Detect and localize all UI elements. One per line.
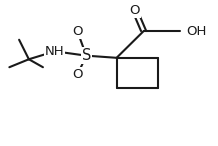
- Text: O: O: [72, 25, 83, 38]
- Text: O: O: [72, 68, 83, 81]
- Text: NH: NH: [45, 45, 65, 58]
- Text: O: O: [130, 4, 140, 17]
- Text: S: S: [82, 48, 91, 63]
- Text: OH: OH: [186, 25, 206, 38]
